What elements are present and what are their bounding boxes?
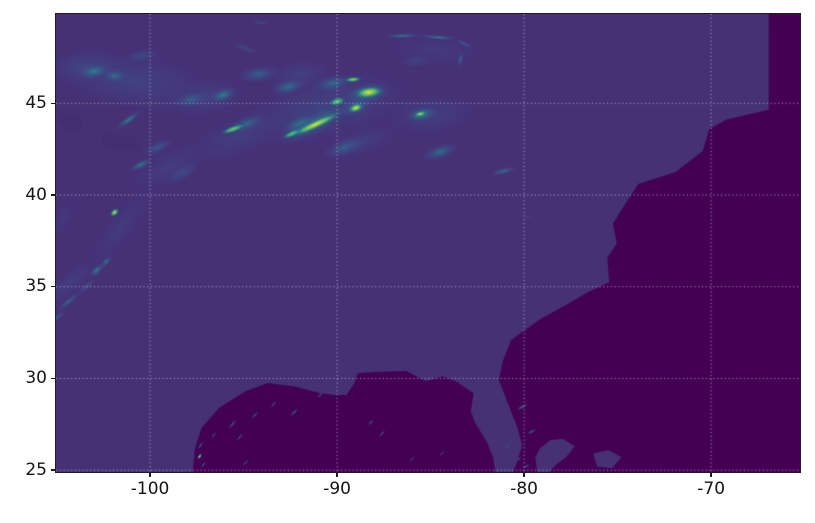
x-tick-label: -100	[130, 479, 170, 499]
y-tick-mark	[51, 285, 56, 288]
y-tick-label: 40	[25, 184, 47, 205]
x-tick-label: -80	[510, 479, 539, 499]
y-tick-mark	[51, 469, 56, 471]
y-tick-mark	[51, 102, 56, 105]
x-tick-mark	[149, 472, 151, 477]
x-tick-mark	[710, 472, 712, 477]
heatmap-canvas	[56, 14, 800, 472]
x-tick-mark	[523, 472, 525, 477]
y-tick-label: 35	[25, 276, 47, 297]
y-tick-label: 45	[25, 92, 47, 113]
x-tick-label: -90	[323, 479, 351, 499]
x-tick-label: -70	[697, 479, 726, 499]
y-tick-label: 25	[25, 459, 47, 480]
x-tick-mark	[336, 472, 338, 477]
y-tick-mark	[51, 377, 56, 380]
y-tick-label: 30	[25, 367, 47, 388]
plot-area	[55, 13, 801, 473]
y-tick-mark	[51, 194, 56, 196]
